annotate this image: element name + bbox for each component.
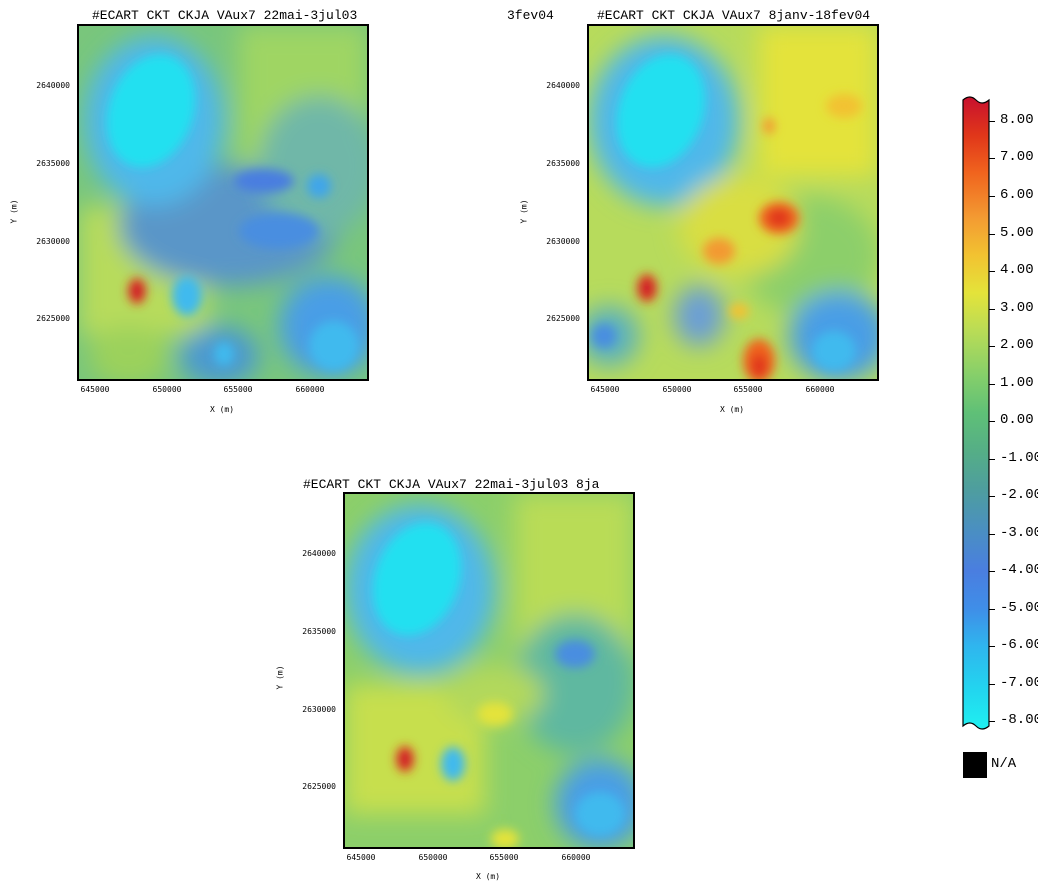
x-axis-label: X (m) — [209, 405, 235, 414]
legend-label: 2.00 — [1000, 337, 1034, 353]
map-title: #ECART CKT CKJA VAux7 22mai-3jul03 — [92, 8, 358, 23]
legend-label: -4.00 — [1000, 562, 1038, 578]
legend-tick — [989, 459, 995, 460]
legend-label: 8.00 — [1000, 112, 1034, 128]
legend-tick — [989, 571, 995, 572]
map-title: #ECART CKT CKJA VAux7 22mai-3jul03 8ja — [303, 477, 600, 492]
y-tick-label: 2630000 — [302, 705, 336, 714]
legend-label: 5.00 — [1000, 225, 1034, 241]
x-axis-label: X (m) — [475, 872, 501, 881]
y-tick-label: 2635000 — [36, 159, 70, 168]
legend-tick — [989, 721, 995, 722]
legend-tick — [989, 496, 995, 497]
contour-field — [589, 26, 877, 379]
y-axis-label: Y (m) — [275, 665, 285, 690]
y-axis-label: Y (m) — [9, 199, 19, 224]
legend-tick — [989, 609, 995, 610]
x-tick-label: 655000 — [223, 385, 253, 394]
x-tick-label: 645000 — [590, 385, 620, 394]
legend-tick — [989, 384, 995, 385]
legend-tick — [989, 121, 995, 122]
contour-field — [79, 26, 367, 379]
x-tick-label: 650000 — [662, 385, 692, 394]
contour-field — [345, 494, 633, 847]
legend-label: 7.00 — [1000, 149, 1034, 165]
legend-label: 6.00 — [1000, 187, 1034, 203]
x-tick-label: 660000 — [805, 385, 835, 394]
y-tick-label: 2625000 — [36, 314, 70, 323]
map-title: #ECART CKT CKJA VAux7 8janv-18fev04 — [597, 8, 871, 23]
legend-label: 0.00 — [1000, 412, 1034, 428]
na-label: N/A — [991, 756, 1017, 772]
legend-tick — [989, 646, 995, 647]
legend-label: -8.00 — [1000, 712, 1038, 728]
legend-label: 3.00 — [1000, 300, 1034, 316]
y-tick-label: 2640000 — [36, 81, 70, 90]
x-tick-label: 650000 — [418, 853, 448, 862]
x-tick-label: 660000 — [561, 853, 591, 862]
legend-tick — [989, 271, 995, 272]
legend-label: -5.00 — [1000, 600, 1038, 616]
legend-label: 4.00 — [1000, 262, 1034, 278]
legend-label: -2.00 — [1000, 487, 1038, 503]
legend-label: -1.00 — [1000, 450, 1038, 466]
legend-tick — [989, 534, 995, 535]
color-scale-bar — [962, 96, 990, 730]
legend-tick — [989, 309, 995, 310]
y-tick-label: 2640000 — [546, 81, 580, 90]
y-tick-label: 2625000 — [302, 782, 336, 791]
legend-tick — [989, 346, 995, 347]
legend-tick — [989, 684, 995, 685]
y-tick-label: 2630000 — [36, 237, 70, 246]
na-swatch — [963, 752, 987, 778]
y-tick-label: 2640000 — [302, 549, 336, 558]
map-title-overflow: 3fev04 — [507, 8, 554, 23]
legend-tick — [989, 158, 995, 159]
y-tick-label: 2630000 — [546, 237, 580, 246]
map-plot — [587, 24, 879, 381]
y-tick-label: 2635000 — [302, 627, 336, 636]
legend-tick — [989, 234, 995, 235]
map-plot — [343, 492, 635, 849]
legend-label: -7.00 — [1000, 675, 1038, 691]
legend-label: -3.00 — [1000, 525, 1038, 541]
y-tick-label: 2625000 — [546, 314, 580, 323]
y-axis-label: Y (m) — [519, 199, 529, 224]
map-plot — [77, 24, 369, 381]
legend-label: 1.00 — [1000, 375, 1034, 391]
x-tick-label: 645000 — [80, 385, 110, 394]
legend-tick — [989, 421, 995, 422]
x-tick-label: 660000 — [295, 385, 325, 394]
y-tick-label: 2635000 — [546, 159, 580, 168]
legend-label: -6.00 — [1000, 637, 1038, 653]
x-tick-label: 655000 — [489, 853, 519, 862]
x-tick-label: 645000 — [346, 853, 376, 862]
x-axis-label: X (m) — [719, 405, 745, 414]
x-tick-label: 650000 — [152, 385, 182, 394]
x-tick-label: 655000 — [733, 385, 763, 394]
legend-tick — [989, 196, 995, 197]
